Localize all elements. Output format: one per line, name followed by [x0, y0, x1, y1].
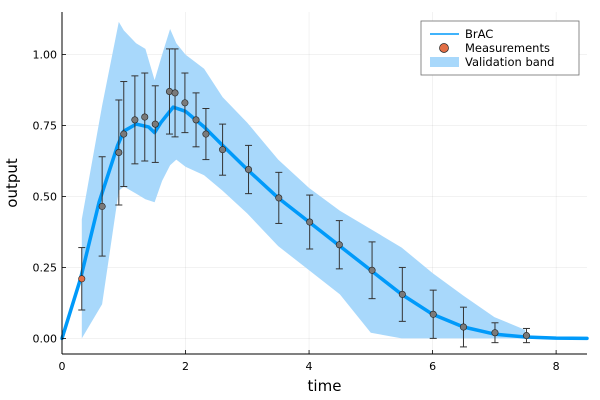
band-layer [81, 21, 526, 339]
measurement-point [335, 241, 343, 249]
y-tick-label: 1.00 [33, 49, 58, 62]
measurement-point [115, 148, 123, 156]
measurement-point [491, 329, 499, 337]
marker-layer [78, 87, 530, 340]
legend-swatch-measurements [439, 43, 449, 53]
measurement-point [368, 266, 376, 274]
y-tick-label: 0.50 [33, 190, 58, 203]
y-tick-label: 0.00 [33, 332, 58, 345]
x-tick-label: 4 [306, 360, 313, 373]
y-axis-label: output [3, 158, 21, 208]
measurement-point [151, 120, 159, 128]
x-axis-label: time [308, 377, 342, 395]
measurement-point [245, 166, 253, 174]
legend-entry-validation-band: Validation band [465, 55, 554, 69]
measurement-point [181, 99, 189, 107]
x-tick-label: 6 [429, 360, 436, 373]
legend: BrAC Measurements Validation band [420, 20, 580, 76]
measurement-point [306, 218, 314, 226]
measurement-point [192, 116, 200, 124]
measurement-point [219, 146, 227, 154]
measurement-point [171, 89, 179, 97]
legend-entry-brac: BrAC [465, 27, 493, 41]
y-tick-label: 0.75 [33, 120, 58, 133]
measurement-point [98, 202, 106, 210]
validation-band [81, 21, 526, 339]
measurement-point [429, 310, 437, 318]
axes [61, 12, 587, 355]
measurement-point [78, 275, 86, 283]
legend-entry-measurements: Measurements [465, 41, 550, 55]
measurement-point [131, 116, 139, 124]
legend-swatch-validation-band [430, 57, 459, 67]
measurement-point [522, 332, 530, 340]
x-tick-label: 0 [59, 360, 66, 373]
measurement-point [275, 194, 283, 202]
measurement-point [120, 130, 128, 138]
x-tick-label: 8 [553, 360, 560, 373]
y-tick-label: 0.25 [33, 261, 58, 274]
measurement-point [398, 290, 406, 298]
measurement-point [459, 323, 467, 331]
measurement-point [202, 130, 210, 138]
ticks: 0 2 4 6 8 0.00 0.25 0.50 0.75 1.00 [33, 49, 560, 373]
x-tick-label: 2 [182, 360, 189, 373]
measurement-point [141, 113, 149, 121]
